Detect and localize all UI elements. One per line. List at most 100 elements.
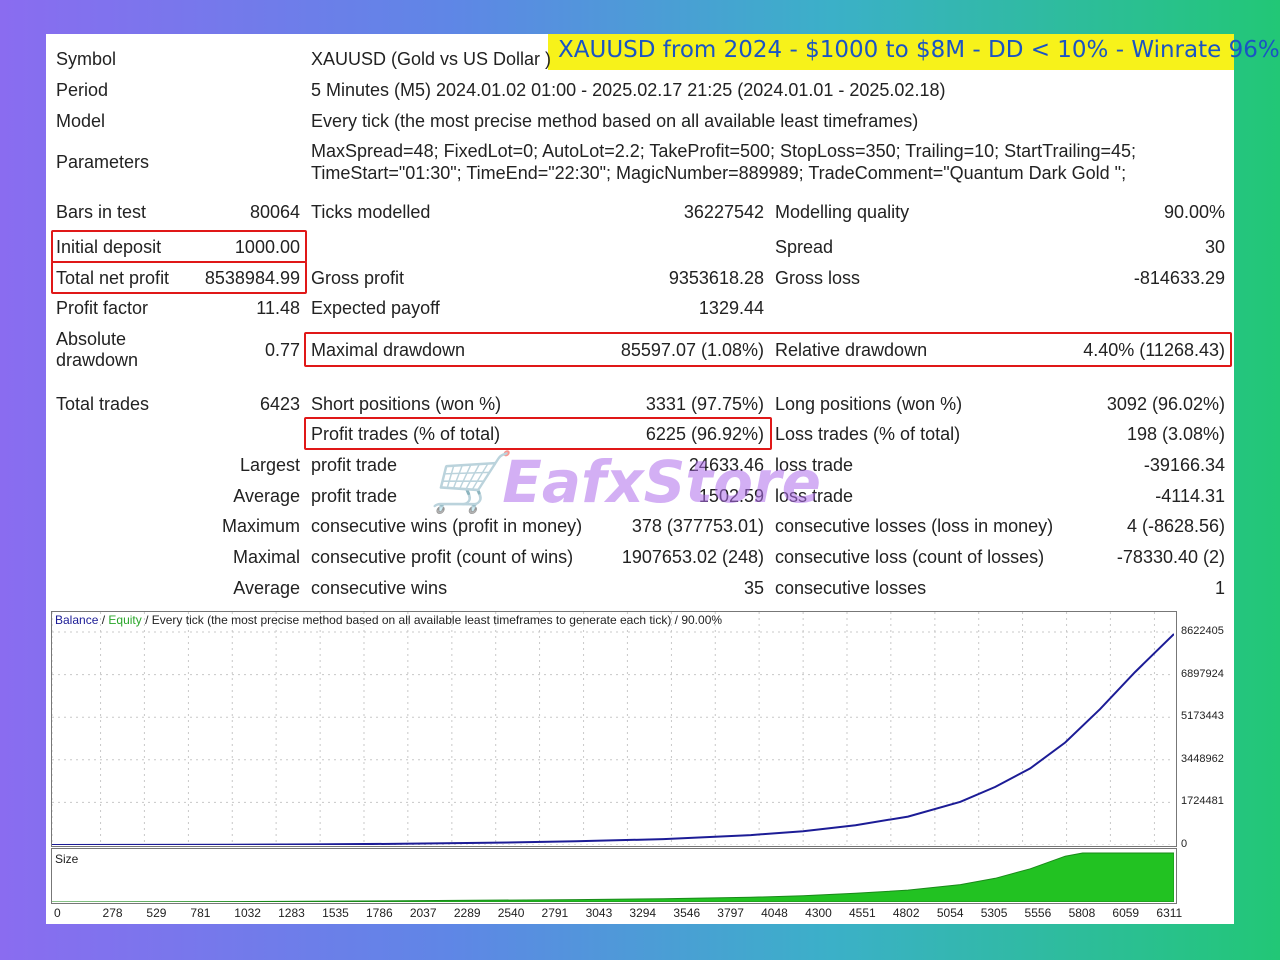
caption-rest: / Every tick (the most precise method ba… (141, 613, 723, 627)
net-profit-value: 8538984.99 (204, 268, 300, 288)
x-tick-label: 5054 (936, 906, 964, 920)
average-consecutive-wins-label: consecutive wins (311, 578, 448, 598)
model-value: Every tick (the most precise method base… (311, 111, 919, 131)
balance-chart (52, 612, 1174, 845)
watermark-cart-icon: 🛒 (430, 448, 503, 516)
x-tick-label: 529 (146, 906, 167, 920)
x-tick-label: 1786 (365, 906, 393, 920)
symbol-label: Symbol (56, 49, 117, 69)
watermark-text: EafxStore (502, 448, 821, 516)
x-tick-label: 3546 (673, 906, 701, 920)
y-tick-label: 6897924 (1181, 667, 1224, 680)
x-tick-label: 1535 (322, 906, 349, 920)
x-tick-label: 5556 (1024, 906, 1052, 920)
period-label: Period (56, 80, 109, 100)
short-positions-label: Short positions (won %) (311, 394, 502, 414)
average-label: Average (233, 486, 300, 506)
net-profit-label: Total net profit (56, 268, 170, 288)
bars-label: Bars in test (56, 202, 147, 222)
x-tick-label: 2791 (541, 906, 569, 920)
largest-loss-label: loss trade (775, 455, 854, 475)
loss-trades-value: 198 (3.08%) (1126, 424, 1225, 444)
gross-loss-label: Gross loss (775, 268, 861, 288)
x-tick-label: 2289 (453, 906, 481, 920)
symbol-value: XAUUSD (Gold vs US Dollar ) (311, 49, 552, 69)
size-label: Size (55, 852, 79, 866)
short-positions-value: 3331 (97.75%) (645, 394, 764, 414)
y-tick-label: 1724481 (1181, 795, 1224, 808)
parameters-line-1: MaxSpread=48; FixedLot=0; AutoLot=2.2; T… (311, 141, 1137, 161)
absolute-drawdown-label-2: drawdown (56, 350, 139, 370)
x-tick-label: 2037 (409, 906, 437, 920)
model-label: Model (56, 111, 106, 131)
x-tick-label: 5305 (980, 906, 1008, 920)
x-tick-label: 2540 (497, 906, 525, 920)
y-tick-label: 0 (1181, 838, 1188, 850)
profit-factor-value: 11.48 (256, 298, 300, 318)
x-tick-label: 4048 (761, 906, 788, 920)
total-trades-value: 6423 (259, 394, 300, 414)
average-consecutive-label: Average (233, 578, 300, 598)
maximal-consecutive-profit-label: consecutive profit (count of wins) (311, 547, 574, 567)
max-consecutive-losses-label: consecutive losses (loss in money) (775, 516, 1054, 536)
x-tick-label: 5808 (1068, 906, 1096, 920)
x-tick-label: 4802 (892, 906, 920, 920)
x-tick-label: 0 (54, 906, 61, 920)
period-value: 5 Minutes (M5) 2024.01.02 01:00 - 2025.0… (311, 80, 946, 100)
x-tick-label: 4551 (848, 906, 876, 920)
x-tick-label: 6059 (1112, 906, 1140, 920)
relative-drawdown-value: 4.40% (11268.43) (1083, 340, 1225, 360)
x-tick-label: 1283 (278, 906, 305, 920)
deposit-value: 1000.00 (234, 237, 300, 257)
parameters-line-2: TimeStart="01:30"; TimeEnd="22:30"; Magi… (311, 163, 1127, 183)
spread-label: Spread (775, 237, 834, 257)
parameters-label: Parameters (56, 152, 150, 172)
total-trades-label: Total trades (56, 394, 150, 414)
average-profit-label: profit trade (311, 486, 398, 506)
ticks-label: Ticks modelled (311, 202, 431, 222)
relative-drawdown-label: Relative drawdown (775, 340, 928, 360)
maximal-consecutive-loss-value: -78330.40 (2) (1116, 547, 1225, 567)
largest-profit-label: profit trade (311, 455, 398, 475)
max-consecutive-wins-label: consecutive wins (profit in money) (311, 516, 583, 536)
watermark: 🛒EafxStore (430, 448, 821, 517)
x-tick-label: 3043 (585, 906, 613, 920)
size-area (52, 852, 1174, 902)
equity-legend: Equity (108, 613, 142, 627)
balance-series-line (52, 633, 1174, 845)
maximum-label: Maximum (221, 516, 300, 536)
balance-legend: Balance (55, 613, 99, 627)
y-tick-label: 8622405 (1181, 625, 1224, 637)
x-tick-label: 6311 (1156, 906, 1183, 920)
maximal-consecutive-profit-value: 1907653.02 (248) (621, 547, 764, 567)
x-tick-label: 3294 (629, 906, 657, 920)
profit-factor-label: Profit factor (56, 298, 149, 318)
gross-profit-label: Gross profit (311, 268, 405, 288)
headline-text: XAUUSD from 2024 - $1000 to $8M - DD < 1… (558, 37, 1280, 63)
expected-payoff-value: 1329.44 (698, 298, 764, 318)
deposit-label: Initial deposit (56, 237, 162, 257)
bars-value: 80064 (249, 202, 300, 222)
chart-caption: Balance / Equity / Every tick (the most … (55, 613, 722, 627)
gross-profit-value: 9353618.28 (668, 268, 764, 288)
x-tick-label: 781 (190, 906, 211, 920)
quality-label: Modelling quality (775, 202, 910, 222)
maximal-drawdown-value: 85597.07 (1.08%) (620, 340, 764, 360)
profit-trades-label: Profit trades (% of total) (311, 424, 501, 444)
x-tick-label: 1032 (234, 906, 261, 920)
average-consecutive-losses-label: consecutive losses (775, 578, 927, 598)
average-consecutive-wins-value: 35 (743, 578, 764, 598)
largest-profit-value: 24633.46 (688, 455, 764, 475)
x-tick-label: 278 (102, 906, 123, 920)
max-consecutive-losses-value: 4 (-8628.56) (1126, 516, 1225, 536)
gross-loss-value: -814633.29 (1133, 268, 1225, 288)
y-tick-label: 3448962 (1181, 752, 1224, 765)
balance-chart-frame (51, 611, 1177, 847)
quality-value: 90.00% (1163, 202, 1225, 222)
caption-sep: / (98, 613, 109, 627)
absolute-drawdown-value: 0.77 (264, 340, 300, 360)
long-positions-label: Long positions (won %) (775, 394, 963, 414)
maximal-consecutive-loss-label: consecutive loss (count of losses) (775, 547, 1045, 567)
absolute-drawdown-label-1: Absolute (56, 329, 127, 349)
profit-trades-value: 6225 (96.92%) (645, 424, 764, 444)
